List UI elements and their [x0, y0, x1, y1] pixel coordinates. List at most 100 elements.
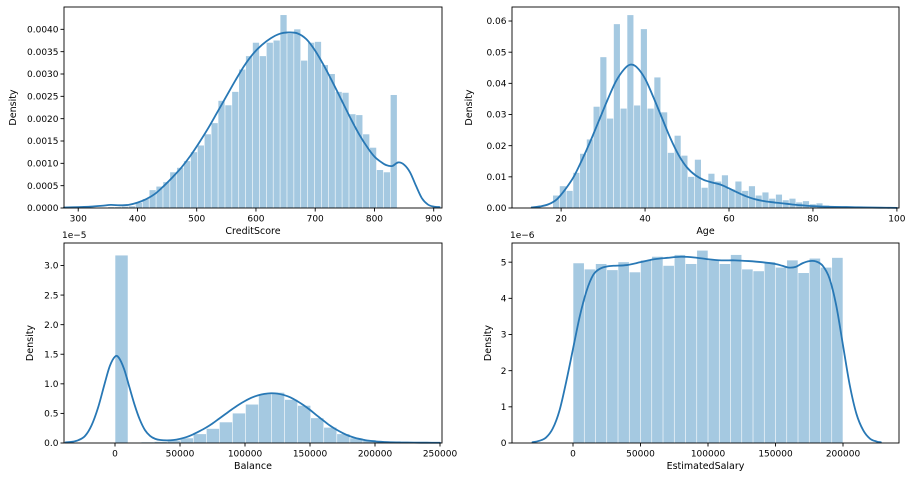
- histogram-bar: [621, 109, 627, 208]
- x-tick-label: 50000: [166, 450, 195, 460]
- x-tick-label: 100000: [228, 450, 263, 460]
- histogram-bar: [253, 43, 259, 208]
- x-tick-label: 100: [888, 215, 905, 225]
- histogram-bar: [194, 434, 206, 443]
- y-tick-label: 0.0000: [27, 204, 59, 214]
- y-tick-label: 1.5: [44, 350, 58, 360]
- histogram-bar: [218, 101, 224, 208]
- histogram-age: [553, 15, 863, 208]
- histogram-creditscore: [108, 15, 397, 208]
- histogram-bar: [220, 422, 232, 443]
- x-tick-label: 0: [570, 450, 576, 460]
- y-tick-label: 0.0: [44, 439, 59, 449]
- histogram-bar: [607, 270, 618, 443]
- histogram-bar: [298, 406, 310, 443]
- y-tick-label: 0.0035: [27, 48, 59, 58]
- x-tick-label: 700: [307, 215, 324, 225]
- y-tick-label: 4: [501, 295, 507, 305]
- histogram-bar: [789, 199, 795, 208]
- histogram-bar: [722, 175, 728, 208]
- histogram-bar: [115, 255, 127, 443]
- histogram-bar: [573, 173, 579, 208]
- histogram-bar: [765, 262, 776, 443]
- histogram-bar: [191, 152, 197, 208]
- y-tick-label: 0.0025: [27, 93, 59, 103]
- x-tick-label: 40: [639, 215, 651, 225]
- y-axis-label: Density: [483, 325, 494, 361]
- histogram-bar: [287, 34, 293, 208]
- histogram-bar: [267, 43, 273, 208]
- histogram-bar: [729, 189, 735, 208]
- histogram-bar: [634, 105, 640, 208]
- histogram-bar: [753, 271, 764, 443]
- histogram-bar: [731, 255, 742, 443]
- y-tick-label: 0.03: [486, 111, 506, 121]
- histogram-bar: [149, 190, 155, 208]
- y-tick-label: 0.0005: [27, 182, 59, 192]
- histogram-bar: [742, 269, 753, 443]
- histogram-bar: [614, 24, 620, 208]
- x-tick-label: 80: [807, 215, 819, 225]
- histogram-bar: [232, 92, 238, 208]
- histogram-bar: [239, 70, 245, 208]
- histogram-bar: [573, 263, 584, 443]
- histogram-bar: [600, 57, 606, 208]
- histogram-bar: [311, 418, 323, 443]
- y-axis-label: Density: [8, 89, 19, 125]
- histogram-bar: [349, 114, 355, 208]
- histogram-bar: [246, 56, 252, 208]
- histogram-bar: [260, 56, 266, 208]
- x-tick-label: 400: [129, 215, 146, 225]
- y-tick-label: 3: [501, 331, 507, 341]
- histogram-bar: [630, 272, 641, 443]
- x-tick-label: 200000: [826, 450, 861, 460]
- histogram-bar: [641, 260, 652, 443]
- scale-offset-label: 1e−5: [62, 231, 87, 241]
- histogram-bar: [272, 393, 284, 443]
- histogram-bar: [648, 109, 654, 208]
- histogram-bar: [821, 268, 832, 443]
- histogram-bar: [384, 172, 390, 208]
- histogram-bar: [776, 268, 787, 443]
- histogram-bar: [618, 262, 629, 443]
- histogram-bar: [756, 196, 762, 208]
- histogram-bar: [663, 266, 674, 443]
- x-tick-label: 150000: [758, 450, 793, 460]
- histogram-bar: [776, 195, 782, 208]
- histogram-bar: [273, 41, 279, 209]
- x-axis-label: Balance: [234, 461, 272, 472]
- x-tick-label: 20: [555, 215, 567, 225]
- histogram-bar: [607, 119, 613, 208]
- histogram-bar: [652, 257, 663, 443]
- histogram-bar: [233, 413, 245, 443]
- y-tick-label: 0.00: [486, 204, 506, 214]
- histogram-bar: [324, 428, 336, 443]
- histogram-bar: [205, 134, 211, 208]
- histogram-bar: [567, 191, 573, 208]
- x-axis-label: Age: [696, 226, 715, 237]
- histogram-bar: [688, 177, 694, 208]
- histogram-bar: [702, 188, 708, 208]
- histogram-bar: [798, 273, 809, 443]
- histogram-bar: [668, 153, 674, 208]
- y-axis-label: Density: [464, 89, 475, 125]
- histogram-estimatedsalary: [573, 251, 842, 443]
- y-tick-label: 0.5: [44, 410, 58, 420]
- histogram-bar: [627, 15, 633, 208]
- y-tick-label: 0.05: [486, 48, 506, 58]
- y-tick-label: 0.0020: [27, 115, 59, 125]
- histogram-bar: [335, 92, 341, 208]
- y-tick-label: 0: [501, 439, 507, 449]
- y-tick-label: 5: [501, 258, 507, 268]
- histogram-bar: [315, 42, 321, 208]
- x-tick-label: 0: [112, 450, 118, 460]
- y-tick-label: 0.02: [486, 142, 506, 152]
- histogram-bar: [787, 260, 798, 443]
- histogram-bar: [322, 65, 328, 208]
- x-tick-label: 300: [70, 215, 87, 225]
- y-tick-label: 3.0: [44, 262, 59, 272]
